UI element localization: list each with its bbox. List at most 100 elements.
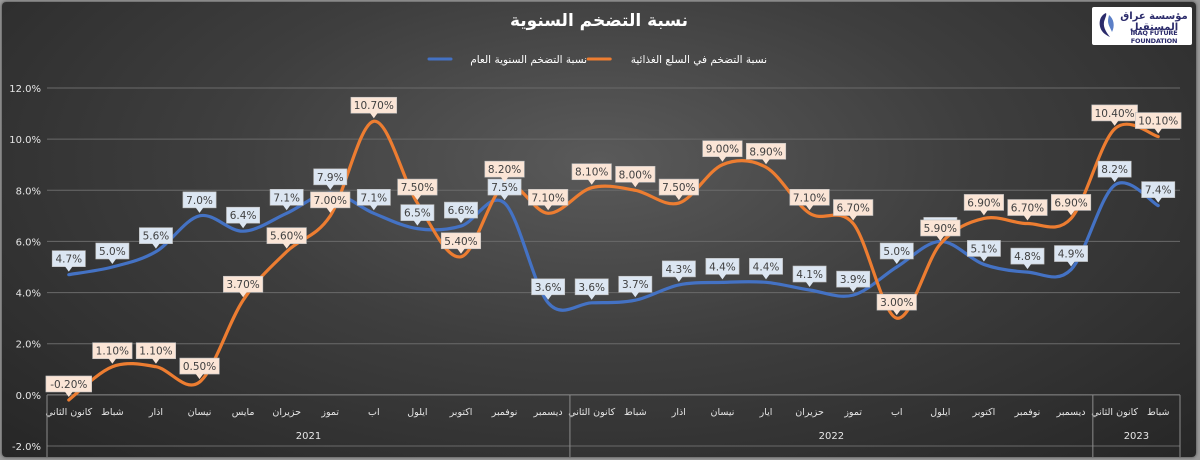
data-label-pointer xyxy=(64,391,73,397)
data-label-text: 7.5% xyxy=(491,182,518,194)
data-label: 7.1% xyxy=(269,189,304,211)
data-label-text: 4.8% xyxy=(1014,251,1041,263)
x-tick-label: اذار xyxy=(148,407,163,418)
data-label: 6.90% xyxy=(963,194,1004,216)
data-label-pointer xyxy=(239,291,248,298)
data-label-text: 4.4% xyxy=(753,261,780,273)
data-label-text: 3.6% xyxy=(535,282,562,294)
data-label-text: 6.70% xyxy=(836,203,869,215)
data-label: 7.10% xyxy=(528,189,569,211)
data-label-text: 4.3% xyxy=(666,264,693,276)
data-label-text: 7.1% xyxy=(360,192,387,204)
data-label-text: 5.90% xyxy=(924,223,957,235)
data-label: 10.40% xyxy=(1091,104,1138,126)
data-label-text: 5.60% xyxy=(270,231,303,243)
data-label-text: 5.40% xyxy=(444,236,477,248)
data-label: 7.1% xyxy=(356,189,391,211)
series-line-food xyxy=(67,119,1160,402)
x-tick-label: شباط xyxy=(1147,407,1170,418)
data-label-text: 6.90% xyxy=(967,197,1000,209)
x-tick-label: نيسان xyxy=(188,407,212,418)
data-label-pointer xyxy=(544,204,553,211)
data-label-pointer xyxy=(1067,261,1076,267)
data-label-pointer xyxy=(587,179,596,185)
data-label: 8.20% xyxy=(484,160,525,183)
x-tick-label: ديسمبر xyxy=(533,407,563,418)
data-label: 5.0% xyxy=(879,242,914,264)
data-label-text: 3.7% xyxy=(622,279,649,291)
data-label: 8.00% xyxy=(615,165,656,188)
grid-lines xyxy=(47,87,1180,447)
legend-label: نسبة التضخم السنوية العام xyxy=(470,54,587,66)
data-label-text: 5.6% xyxy=(143,231,170,243)
data-label: -0.20% xyxy=(45,375,92,397)
data-label-pointer xyxy=(1110,176,1119,183)
data-label-pointer xyxy=(718,273,727,280)
data-labels: 4.7% 5.0% 5.6% 7.0% 6.4% 7.1% 7.9% 7.1% 6.5% 6.6%… xyxy=(45,96,1182,397)
data-label-pointer xyxy=(674,276,683,282)
logo-english-text: IRAQ FUTURE FOUNDATION xyxy=(1130,29,1178,45)
x-tick-label: اكتوبر xyxy=(971,407,995,418)
data-label-pointer xyxy=(239,222,248,229)
data-label-pointer xyxy=(631,291,640,298)
y-tick-label: 10.0% xyxy=(9,135,41,146)
data-label-pointer xyxy=(369,204,378,211)
data-label-pointer xyxy=(151,358,160,364)
data-label-pointer xyxy=(326,184,335,190)
data-label-text: 8.20% xyxy=(488,164,521,176)
data-label: 8.2% xyxy=(1097,160,1132,183)
x-tick-label: حزيران xyxy=(795,407,824,418)
y-tick-label: 12.0% xyxy=(9,84,41,95)
data-label-text: 7.1% xyxy=(273,192,300,204)
data-label-pointer xyxy=(456,217,465,224)
x-tick-label: ديسمبر xyxy=(1056,407,1086,418)
data-label-pointer xyxy=(674,194,683,201)
data-label-pointer xyxy=(500,194,509,201)
x-tick-label: تموز xyxy=(320,407,339,418)
data-label: 7.4% xyxy=(1141,181,1176,203)
series-line-general xyxy=(67,181,1160,312)
data-label: 6.6% xyxy=(444,201,478,224)
x-tick-label: اب xyxy=(891,407,903,418)
x-tick-label: نيسان xyxy=(711,407,735,418)
data-label-pointer xyxy=(718,156,727,162)
data-label-text: 7.50% xyxy=(662,182,695,194)
data-label: 3.00% xyxy=(876,293,917,316)
data-label: 5.0% xyxy=(95,242,130,264)
axes: -2.0% 0.0% 2.0% 4.0% 6.0% 8.0% 10.0% 12.0% كانون… xyxy=(9,84,1181,457)
data-label: 7.10% xyxy=(789,189,830,211)
data-label-text: 10.40% xyxy=(1095,108,1135,120)
data-label: 7.50% xyxy=(658,178,699,201)
data-label: 3.9% xyxy=(836,270,871,293)
data-label-pointer xyxy=(1023,263,1032,270)
x-tick-label: مايس xyxy=(232,407,255,418)
x-tick-label: نوفمبر xyxy=(491,407,518,418)
data-label-text: 9.00% xyxy=(706,144,739,156)
data-label-pointer xyxy=(151,243,160,249)
data-label-pointer xyxy=(936,235,945,241)
data-label-text: 7.10% xyxy=(531,192,564,204)
data-label: 10.10% xyxy=(1135,112,1182,134)
data-label: 7.5% xyxy=(487,178,522,201)
data-label: 3.6% xyxy=(531,278,566,300)
data-label-text: 4.9% xyxy=(1058,249,1085,261)
data-label: 3.7% xyxy=(618,275,653,298)
data-label-pointer xyxy=(108,258,117,264)
data-label-text: -0.20% xyxy=(50,379,87,391)
legend-label: نسبة التضخم في السلع الغذائية xyxy=(631,54,767,66)
data-label: 6.70% xyxy=(1007,199,1048,221)
data-label-text: 5.0% xyxy=(883,246,910,258)
data-label-pointer xyxy=(369,112,378,119)
x-tick-label: ايلول xyxy=(930,407,950,418)
data-label-pointer xyxy=(1023,215,1032,221)
data-label: 4.3% xyxy=(661,260,696,282)
data-label-text: 7.50% xyxy=(401,182,434,194)
data-label-text: 6.70% xyxy=(1011,203,1044,215)
data-label-pointer xyxy=(195,207,204,213)
data-label-text: 8.00% xyxy=(619,169,652,181)
data-label-text: 5.0% xyxy=(99,246,126,258)
data-label-text: 5.1% xyxy=(971,243,998,255)
data-label-pointer xyxy=(849,286,858,293)
